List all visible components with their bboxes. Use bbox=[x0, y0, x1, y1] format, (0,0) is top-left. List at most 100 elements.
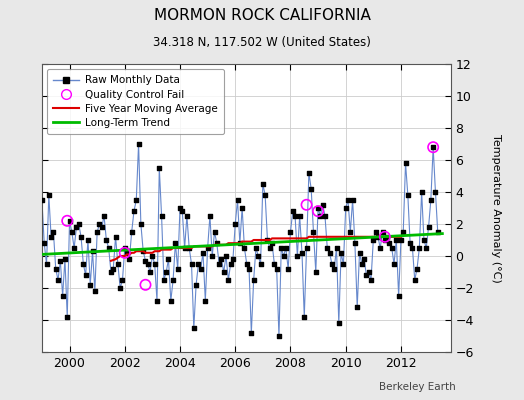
Point bbox=[180, 245, 189, 251]
Point bbox=[118, 277, 127, 283]
Point bbox=[183, 213, 191, 219]
Point bbox=[61, 256, 69, 262]
Point bbox=[321, 213, 329, 219]
Point bbox=[190, 325, 198, 331]
Point bbox=[337, 250, 345, 256]
Point bbox=[362, 272, 370, 278]
Point bbox=[312, 269, 320, 275]
Point bbox=[300, 314, 309, 320]
Point bbox=[243, 261, 251, 267]
Point bbox=[332, 245, 341, 251]
Point bbox=[282, 245, 290, 251]
Point bbox=[415, 245, 423, 251]
Point bbox=[325, 250, 334, 256]
Point bbox=[247, 330, 256, 336]
Point bbox=[220, 269, 228, 275]
Point bbox=[357, 261, 366, 267]
Point bbox=[346, 229, 355, 235]
Point bbox=[81, 272, 90, 278]
Point bbox=[192, 282, 200, 288]
Point bbox=[365, 269, 373, 275]
Point bbox=[70, 245, 79, 251]
Point bbox=[259, 181, 267, 187]
Point bbox=[210, 229, 219, 235]
Point bbox=[173, 266, 182, 272]
Point bbox=[206, 213, 214, 219]
Point bbox=[431, 189, 440, 195]
Point bbox=[316, 213, 324, 219]
Point bbox=[141, 282, 150, 288]
Point bbox=[201, 298, 210, 304]
Point bbox=[100, 213, 108, 219]
Point bbox=[385, 240, 394, 246]
Point bbox=[107, 269, 115, 275]
Point bbox=[144, 261, 152, 267]
Point bbox=[339, 261, 347, 267]
Point bbox=[215, 261, 223, 267]
Point bbox=[249, 277, 258, 283]
Point bbox=[236, 240, 244, 246]
Point bbox=[121, 250, 129, 256]
Point bbox=[121, 245, 129, 251]
Point bbox=[351, 240, 359, 246]
Text: MORMON ROCK CALIFORNIA: MORMON ROCK CALIFORNIA bbox=[154, 8, 370, 23]
Point bbox=[395, 293, 403, 299]
Point bbox=[309, 229, 318, 235]
Point bbox=[213, 240, 221, 246]
Point bbox=[51, 266, 60, 272]
Point bbox=[102, 237, 111, 243]
Point bbox=[79, 261, 88, 267]
Point bbox=[348, 197, 357, 203]
Point bbox=[42, 261, 51, 267]
Point bbox=[408, 245, 417, 251]
Point bbox=[372, 229, 380, 235]
Point bbox=[141, 258, 150, 264]
Point bbox=[380, 234, 389, 240]
Point bbox=[112, 234, 120, 240]
Point bbox=[134, 141, 143, 147]
Point bbox=[157, 213, 166, 219]
Point bbox=[304, 170, 313, 176]
Point bbox=[342, 205, 350, 211]
Point bbox=[68, 229, 76, 235]
Point bbox=[130, 208, 138, 214]
Point bbox=[383, 234, 391, 240]
Point bbox=[155, 165, 163, 171]
Point bbox=[298, 250, 306, 256]
Point bbox=[268, 240, 276, 246]
Point bbox=[125, 256, 134, 262]
Point bbox=[344, 197, 352, 203]
Point bbox=[401, 160, 410, 166]
Point bbox=[245, 266, 253, 272]
Point bbox=[427, 197, 435, 203]
Point bbox=[185, 245, 193, 251]
Point bbox=[187, 261, 195, 267]
Point bbox=[104, 245, 113, 251]
Point bbox=[162, 269, 170, 275]
Point bbox=[72, 224, 81, 230]
Point bbox=[240, 245, 248, 251]
Point bbox=[289, 208, 297, 214]
Point bbox=[360, 256, 368, 262]
Point bbox=[123, 250, 131, 256]
Point bbox=[367, 277, 375, 283]
Point bbox=[178, 208, 187, 214]
Point bbox=[279, 253, 288, 259]
Point bbox=[330, 266, 339, 272]
Point bbox=[307, 186, 315, 192]
Point bbox=[167, 298, 175, 304]
Point bbox=[132, 197, 140, 203]
Point bbox=[319, 202, 327, 208]
Text: Berkeley Earth: Berkeley Earth bbox=[379, 382, 456, 392]
Point bbox=[63, 218, 71, 224]
Point bbox=[86, 282, 94, 288]
Point bbox=[314, 205, 322, 211]
Point bbox=[403, 192, 412, 198]
Point bbox=[328, 261, 336, 267]
Point bbox=[160, 277, 168, 283]
Point bbox=[208, 253, 216, 259]
Point bbox=[422, 245, 430, 251]
Point bbox=[380, 237, 389, 243]
Point bbox=[63, 314, 71, 320]
Point bbox=[261, 192, 269, 198]
